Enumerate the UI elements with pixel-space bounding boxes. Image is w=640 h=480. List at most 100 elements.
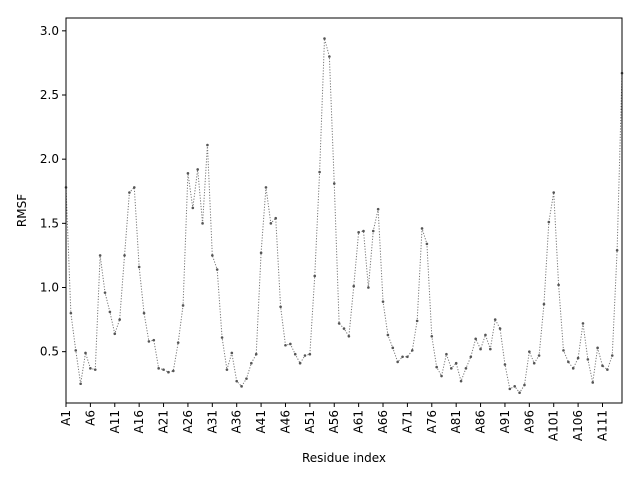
data-point [181,304,185,307]
data-point [479,347,482,351]
x-tick-label: A111 [595,410,609,441]
data-point [586,358,590,361]
data-point [172,369,175,373]
data-point [601,364,604,368]
data-point [606,368,609,371]
data-point [376,207,380,211]
y-tick-label: 1.0 [40,281,59,295]
data-point [528,350,531,353]
data-point [552,191,556,194]
data-point [113,332,117,336]
data-point [425,242,429,246]
data-point [401,355,404,359]
data-point [225,368,229,371]
data-point [162,368,165,371]
x-axis-label: Residue index [302,451,386,465]
y-tick-label: 0.5 [40,345,59,359]
x-tick-label: A61 [352,410,366,433]
data-point [259,251,263,255]
data-point [410,349,414,352]
data-point [430,334,434,338]
x-tick-label: A86 [474,410,488,433]
data-point [230,351,234,355]
data-point [406,355,409,359]
data-point [371,229,375,233]
data-point [176,341,180,344]
x-tick-label: A6 [83,410,97,426]
data-point [74,349,78,352]
data-point [596,346,599,350]
data-point [337,322,341,325]
data-point [415,319,419,323]
data-point [152,338,156,342]
x-tick-label: A46 [278,410,292,433]
plot-area [64,37,624,395]
data-point [474,337,477,341]
data-point [454,361,458,365]
data-point [352,284,356,288]
data-point [132,186,136,189]
data-point [298,361,302,365]
data-point [518,391,521,395]
data-point [450,367,453,370]
data-point [367,286,370,289]
data-point [293,352,297,356]
data-point [610,354,614,357]
x-tick-label: A31 [205,410,219,433]
data-point [147,340,151,343]
x-tick-label: A51 [303,410,317,433]
data-point [571,367,575,370]
data-point [357,231,360,234]
data-point [386,333,390,337]
data-point [284,343,287,347]
x-tick-label: A11 [108,410,122,433]
data-point [303,354,307,357]
data-point [459,379,463,383]
x-tick-label: A16 [132,410,146,433]
x-tick-label: A71 [400,410,414,433]
x-axis-ticks: A1 A6 A11 A16 A21 A26 A31 A36 A41 A46 A51 A56 A61 A66… [59,403,609,441]
y-tick-label: 1.5 [40,216,59,230]
data-point [289,342,292,346]
data-point [615,248,619,252]
data-point [513,385,516,388]
data-point [235,379,238,383]
data-point [498,327,502,330]
data-point [245,377,248,380]
data-point [118,318,121,321]
data-point [123,254,126,257]
data-point [128,191,131,194]
data-point [328,55,331,58]
data-point [69,311,73,315]
data-point [318,170,321,174]
data-point [157,367,160,370]
data-point [532,361,536,365]
data-point [215,268,219,271]
data-point [93,368,97,371]
x-tick-label: A66 [376,410,390,433]
x-tick-label: A106 [571,410,585,441]
data-point [274,216,278,220]
data-point [220,336,224,339]
data-point [576,356,580,360]
x-tick-label: A76 [425,410,439,433]
x-tick-label: A21 [157,410,171,433]
data-point [250,361,253,365]
data-point [167,370,170,374]
data-point [332,182,336,185]
data-point [542,302,546,306]
y-axis-ticks: 0.5 1.0 1.5 2.0 2.5 3.0 [40,24,66,359]
data-point [503,363,507,366]
x-tick-label: A41 [254,410,268,433]
data-point [391,346,395,350]
data-point [313,274,317,278]
data-point [440,374,443,378]
data-point [323,37,326,40]
data-point [191,206,195,210]
x-tick-label: A26 [181,410,195,433]
data-point [98,254,102,257]
data-point [362,229,365,233]
data-point [269,222,273,225]
rmsf-series-line [65,38,623,394]
